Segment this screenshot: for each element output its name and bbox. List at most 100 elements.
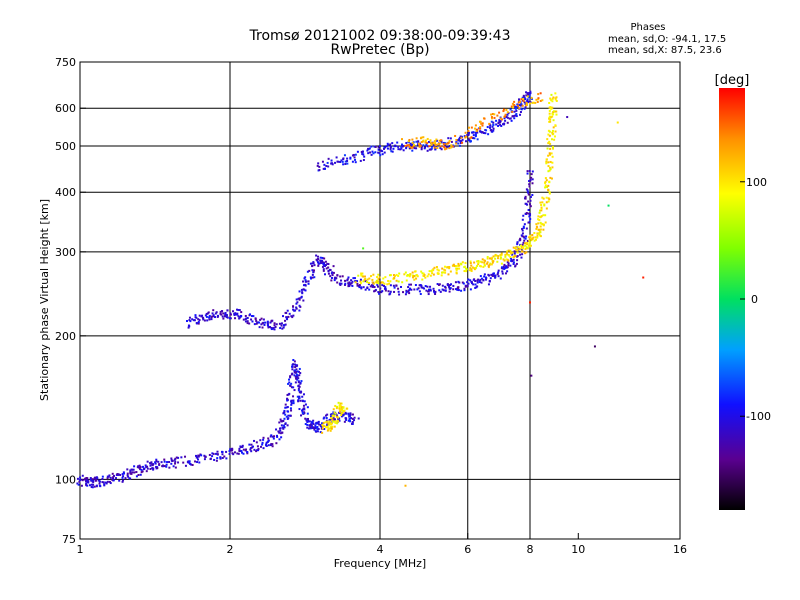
data-point — [400, 147, 403, 150]
data-point — [334, 421, 337, 424]
data-point — [91, 486, 94, 489]
data-point — [457, 289, 460, 292]
data-point — [411, 276, 414, 279]
data-point — [318, 165, 321, 168]
data-point — [229, 312, 232, 315]
data-point — [364, 288, 367, 291]
data-point — [377, 278, 380, 281]
y-tick-label: 200 — [55, 330, 76, 343]
data-point — [298, 395, 301, 398]
data-point — [410, 283, 413, 286]
data-point — [339, 160, 342, 163]
data-point — [331, 422, 334, 425]
data-point — [503, 122, 506, 125]
data-point — [384, 287, 387, 290]
data-point — [520, 107, 523, 110]
data-point — [373, 145, 376, 148]
data-point — [458, 267, 461, 270]
data-point — [420, 136, 423, 139]
data-point — [189, 462, 192, 465]
data-point — [439, 147, 442, 150]
data-point — [552, 126, 555, 129]
data-point — [551, 115, 554, 118]
data-point — [470, 280, 473, 283]
data-point — [129, 469, 132, 472]
data-point — [547, 189, 550, 192]
data-point — [296, 375, 299, 378]
data-point — [435, 145, 438, 148]
data-point — [316, 261, 319, 264]
data-point — [332, 415, 335, 418]
data-point — [307, 417, 310, 420]
data-point — [424, 285, 427, 288]
data-point — [426, 137, 429, 140]
data-point — [323, 257, 326, 260]
data-point — [261, 443, 264, 446]
data-point — [514, 255, 517, 258]
data-point — [549, 168, 552, 171]
data-point — [295, 307, 298, 310]
data-point — [265, 444, 268, 447]
data-point — [252, 315, 255, 318]
data-point — [494, 274, 497, 277]
data-point — [302, 280, 305, 283]
data-point — [528, 185, 531, 188]
data-point — [519, 111, 522, 114]
data-point — [289, 384, 292, 387]
data-point — [522, 235, 525, 238]
data-point — [287, 417, 290, 420]
data-point — [485, 129, 488, 132]
data-point — [389, 143, 392, 146]
data-point — [513, 247, 516, 250]
data-point — [527, 212, 530, 215]
data-point — [448, 265, 451, 268]
data-point — [329, 275, 332, 278]
data-point — [291, 372, 294, 375]
data-point — [455, 267, 458, 270]
data-point — [382, 147, 385, 150]
data-point — [298, 367, 301, 370]
data-point — [527, 221, 530, 224]
data-point — [544, 180, 547, 183]
data-point — [316, 258, 319, 261]
data-point — [515, 246, 518, 249]
data-point — [372, 273, 375, 276]
data-point — [500, 252, 503, 255]
data-point — [501, 118, 504, 121]
data-point — [225, 457, 228, 460]
data-point — [332, 411, 335, 414]
data-point — [466, 284, 469, 287]
data-point — [476, 285, 479, 288]
data-point — [331, 425, 334, 428]
data-point — [437, 272, 440, 275]
data-point — [292, 308, 295, 311]
data-point — [450, 140, 453, 143]
data-point — [441, 271, 444, 274]
data-point — [490, 120, 493, 123]
data-point — [531, 170, 534, 173]
data-point — [377, 282, 380, 285]
data-point — [467, 134, 470, 137]
data-point — [330, 272, 333, 275]
data-point — [279, 432, 282, 435]
data-point — [327, 424, 330, 427]
data-point — [318, 262, 321, 265]
data-point — [334, 412, 337, 415]
data-point — [344, 282, 347, 285]
data-point — [156, 467, 159, 470]
data-point — [135, 475, 138, 478]
data-point — [282, 427, 285, 430]
data-point — [525, 251, 528, 254]
data-point — [481, 258, 484, 261]
data-point — [78, 480, 81, 483]
data-point — [455, 271, 458, 274]
data-point — [517, 246, 520, 249]
data-point — [548, 169, 551, 172]
data-point — [321, 431, 324, 434]
data-point — [523, 107, 526, 110]
data-point — [321, 424, 324, 427]
data-point — [254, 317, 257, 320]
data-point — [258, 321, 261, 324]
data-point — [177, 456, 180, 459]
data-point — [292, 363, 295, 366]
